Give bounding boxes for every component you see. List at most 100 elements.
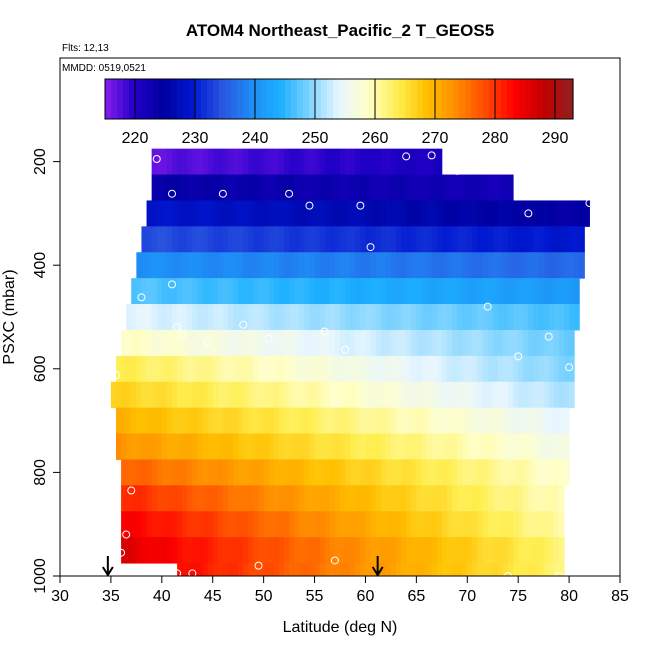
heatmap-cell: [446, 278, 453, 305]
heatmap-cell: [156, 329, 163, 357]
heatmap-cell: [492, 200, 499, 227]
heatmap-cell: [538, 252, 545, 279]
heatmap-cell: [345, 563, 351, 576]
heatmap-cell: [166, 407, 173, 435]
heatmap-cell: [533, 511, 540, 538]
heatmap-cell: [187, 407, 193, 435]
heatmap-cell: [345, 174, 351, 201]
heatmap-cell: [508, 381, 514, 409]
heatmap-cell: [543, 485, 550, 512]
heatmap-cell: [350, 407, 356, 435]
heatmap-cell: [467, 459, 473, 486]
heatmap-cell: [258, 537, 265, 564]
heatmap-cell: [441, 329, 448, 357]
heatmap-cell: [411, 226, 417, 253]
heatmap-cell: [258, 304, 265, 331]
heatmap-cell: [579, 200, 585, 227]
heatmap-cell: [492, 407, 499, 435]
heatmap-cell: [416, 200, 422, 227]
heatmap-cell: [202, 407, 209, 435]
colorbar-cell: [357, 79, 364, 119]
heatmap-cell: [222, 148, 229, 176]
heatmap-cell: [441, 174, 448, 201]
heatmap-cell: [457, 252, 463, 279]
heatmap-cell: [334, 304, 341, 331]
heatmap-cell: [345, 433, 351, 460]
heatmap-cell: [212, 304, 219, 331]
heatmap-cell: [533, 563, 540, 576]
heatmap-cell: [284, 407, 290, 435]
heatmap-cell: [416, 278, 422, 305]
heatmap-cell: [146, 511, 153, 538]
heatmap-cell: [284, 278, 290, 305]
heatmap-cell: [309, 148, 316, 176]
heatmap-cell: [406, 433, 412, 460]
heatmap-cell: [207, 278, 214, 305]
heatmap-cell: [508, 355, 514, 383]
heatmap-cell: [217, 174, 224, 201]
heatmap-cell: [212, 174, 219, 201]
heatmap-cell: [487, 563, 494, 576]
heatmap-cell: [396, 485, 402, 512]
heatmap-cell: [278, 537, 285, 564]
heatmap-cell: [202, 226, 209, 253]
heatmap-cell: [202, 252, 209, 279]
heatmap-cell: [411, 174, 417, 201]
heatmap-cell: [543, 563, 550, 576]
heatmap-cell: [217, 511, 224, 538]
heatmap-cell: [314, 329, 321, 357]
heatmap-cell: [334, 174, 341, 201]
heatmap-cell: [197, 148, 204, 176]
colorbar-cell: [441, 79, 448, 119]
heatmap-cell: [574, 278, 580, 305]
heatmap-cell: [197, 329, 204, 357]
heatmap-cell: [564, 304, 570, 331]
heatmap-cell: [156, 200, 163, 227]
heatmap-cell: [207, 174, 214, 201]
colorbar-tick-label: 250: [302, 130, 329, 147]
heatmap-cell: [375, 537, 382, 564]
heatmap-cell: [228, 537, 234, 564]
heatmap-cell: [553, 252, 560, 279]
heatmap-cell: [197, 381, 204, 409]
heatmap-cell: [334, 355, 341, 383]
heatmap-cell: [146, 329, 153, 357]
heatmap-cell: [156, 381, 163, 409]
heatmap-cell: [258, 407, 265, 435]
heatmap-cell: [141, 329, 148, 357]
heatmap-cell: [502, 304, 509, 331]
observation-point: [239, 320, 248, 329]
heatmap-cell: [243, 511, 249, 538]
heatmap-cell: [146, 304, 153, 331]
heatmap-cell: [553, 537, 560, 564]
heatmap-cell: [543, 278, 550, 305]
heatmap-cell: [151, 537, 158, 564]
heatmap-cell: [564, 278, 570, 305]
observation-point: [122, 530, 131, 539]
heatmap-cell: [421, 537, 428, 564]
heatmap-cell: [482, 226, 489, 253]
heatmap-cell: [248, 537, 254, 564]
heatmap-cell: [197, 355, 204, 383]
colorbar-cell: [219, 79, 226, 119]
heatmap-cell: [263, 433, 270, 460]
heatmap-cell: [452, 252, 458, 279]
heatmap-cell: [390, 563, 397, 576]
heatmap-cell: [273, 537, 280, 564]
heatmap-cell: [401, 200, 407, 227]
heatmap-cell: [187, 355, 193, 383]
heatmap-cell: [426, 511, 433, 538]
heatmap-cell: [284, 148, 290, 176]
heatmap-cell: [564, 433, 570, 460]
heatmap-cell: [477, 537, 484, 564]
heatmap-cell: [202, 329, 209, 357]
heatmap-cell: [375, 148, 382, 176]
heatmap-cell: [396, 511, 402, 538]
heatmap-cell: [228, 148, 234, 176]
heatmap-cell: [401, 278, 407, 305]
heatmap-cell: [564, 459, 570, 486]
heatmap-cell: [141, 252, 148, 279]
observation-point: [112, 371, 120, 380]
heatmap-cell: [278, 459, 285, 486]
colorbar-cell: [411, 79, 418, 119]
